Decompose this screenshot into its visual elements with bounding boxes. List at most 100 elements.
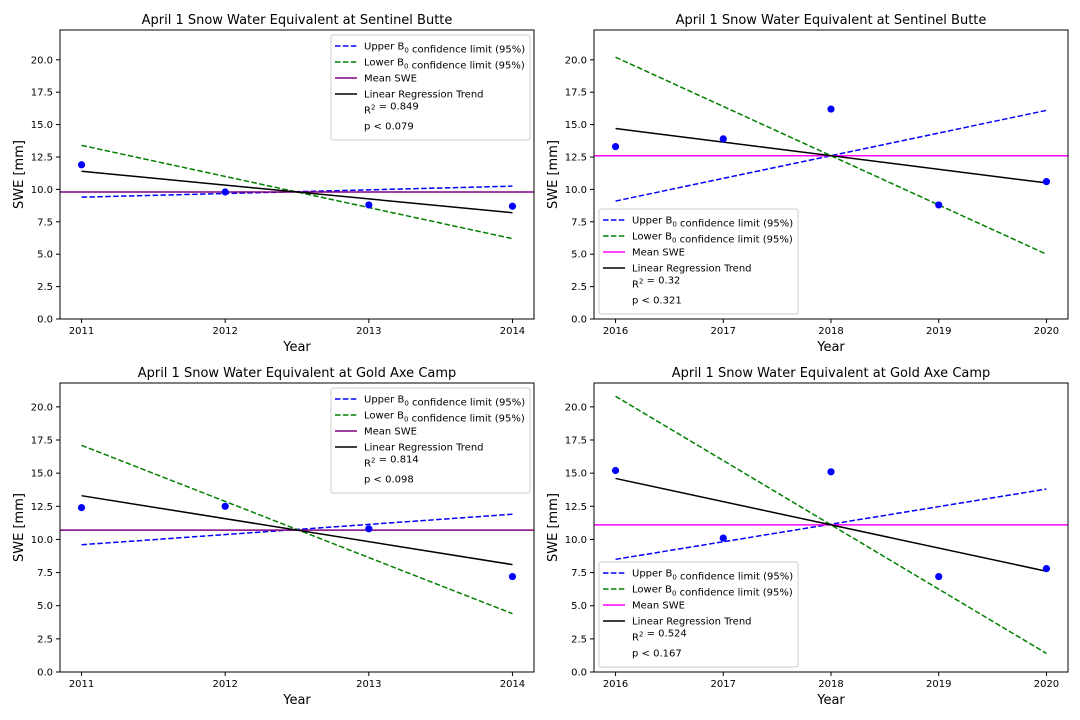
p-value-label: p < 0.167 <box>632 649 682 660</box>
x-tick-label: 2018 <box>818 679 843 690</box>
y-tick-label: 0.0 <box>37 315 53 326</box>
y-tick-label: 7.5 <box>571 217 587 228</box>
legend: Upper B0 confidence limit (95%) Lower B0 … <box>330 34 531 141</box>
data-point <box>719 534 727 542</box>
y-tick-label: 12.5 <box>31 502 53 513</box>
data-point <box>935 572 943 581</box>
subplot-4: April 1 Snow Water Equivalent at Gold Ax… <box>546 366 1069 708</box>
data-point <box>77 161 86 169</box>
x-tick-label: 2020 <box>1034 326 1059 337</box>
series-line-4 <box>81 170 513 214</box>
y-axis-label: SWE [mm] <box>12 140 27 209</box>
y-tick-label: 17.5 <box>565 88 587 99</box>
y-tick-label: 5.0 <box>571 601 587 612</box>
y-tick-label: 20.0 <box>565 55 587 66</box>
y-tick-label: 17.5 <box>565 436 587 447</box>
chart-title: April 1 Snow Water Equivalent at Gold Ax… <box>138 366 457 381</box>
r-squared-label: R2 = 0.814 <box>364 455 419 470</box>
data-point <box>77 504 86 512</box>
x-tick-label: 2013 <box>356 326 381 337</box>
axes-frame <box>59 29 535 320</box>
y-tick-label: 2.5 <box>37 634 53 645</box>
legend-label-3: Mean SWE <box>364 427 417 438</box>
legend-label-3: Mean SWE <box>632 248 685 259</box>
series-line-4 <box>81 494 513 566</box>
data-point <box>221 502 229 510</box>
data-point <box>1042 178 1051 186</box>
y-tick-label: 2.5 <box>571 282 587 293</box>
r-squared-label: R2 = 0.849 <box>364 102 419 117</box>
data-point <box>827 105 835 113</box>
x-tick-label: 2013 <box>356 679 381 690</box>
axes-frame <box>59 382 535 673</box>
legend-label-4: Linear Regression Trend <box>364 443 484 454</box>
chart-title: April 1 Snow Water Equivalent at Sentine… <box>676 13 987 28</box>
x-tick-label: 2014 <box>500 679 525 690</box>
x-tick-label: 2016 <box>603 326 628 337</box>
y-tick-label: 7.5 <box>37 217 53 228</box>
y-tick-label: 15.0 <box>31 469 53 480</box>
data-point <box>827 468 835 476</box>
data-point <box>611 466 620 475</box>
y-tick-label: 7.5 <box>37 568 53 579</box>
y-tick-label: 10.0 <box>31 185 53 196</box>
legend-label-2: Lower B0 confidence limit (95%) <box>364 58 525 72</box>
legend-label-4: Linear Regression Trend <box>632 264 752 275</box>
y-tick-label: 5.0 <box>37 601 53 612</box>
subplot-1: April 1 Snow Water Equivalent at Sentine… <box>12 13 535 355</box>
subplot-2: April 1 Snow Water Equivalent at Sentine… <box>546 13 1069 355</box>
series-line-4 <box>615 477 1047 572</box>
x-tick-label: 2017 <box>711 679 736 690</box>
x-axis-label: Year <box>282 340 311 355</box>
data-point <box>508 202 517 210</box>
legend-label-3: Mean SWE <box>632 601 685 612</box>
x-tick-label: 2019 <box>926 326 951 337</box>
legend-box <box>330 387 531 494</box>
x-tick-label: 2012 <box>212 679 237 690</box>
legend: Upper B0 confidence limit (95%) Lower B0 … <box>598 208 799 315</box>
legend: Upper B0 confidence limit (95%) Lower B0 … <box>598 561 799 668</box>
legend-label-2: Lower B0 confidence limit (95%) <box>632 232 793 246</box>
x-axis-label: Year <box>282 693 311 708</box>
x-tick-label: 2016 <box>603 679 628 690</box>
y-axis-label: SWE [mm] <box>12 493 27 562</box>
data-point <box>611 143 620 151</box>
x-tick-label: 2011 <box>69 326 94 337</box>
x-tick-label: 2011 <box>69 679 94 690</box>
legend-label-1: Upper B0 confidence limit (95%) <box>364 42 525 56</box>
y-tick-label: 0.0 <box>571 315 587 326</box>
p-value-label: p < 0.079 <box>364 122 414 133</box>
y-tick-label: 20.0 <box>31 402 53 413</box>
legend-label-4: Linear Regression Trend <box>364 90 484 101</box>
series-line-2 <box>81 144 513 240</box>
y-tick-label: 15.0 <box>565 469 587 480</box>
x-tick-label: 2017 <box>711 326 736 337</box>
chart-title: April 1 Snow Water Equivalent at Gold Ax… <box>672 366 991 381</box>
series-line-2 <box>615 395 1047 655</box>
chart-title: April 1 Snow Water Equivalent at Sentine… <box>142 13 453 28</box>
plot-area <box>60 444 534 615</box>
p-value-label: p < 0.321 <box>632 296 682 307</box>
legend-label-1: Upper B0 confidence limit (95%) <box>632 216 793 230</box>
y-axis-label: SWE [mm] <box>546 493 561 562</box>
legend-box <box>330 34 531 141</box>
legend: Upper B0 confidence limit (95%) Lower B0 … <box>330 387 531 494</box>
y-tick-label: 12.5 <box>565 502 587 513</box>
data-point <box>365 525 373 533</box>
y-tick-label: 10.0 <box>565 185 587 196</box>
y-tick-label: 10.0 <box>565 535 587 546</box>
y-tick-label: 17.5 <box>31 88 53 99</box>
series-line-4 <box>615 127 1047 184</box>
x-tick-label: 2018 <box>818 326 843 337</box>
x-tick-label: 2019 <box>926 679 951 690</box>
data-point <box>365 201 373 209</box>
x-tick-label: 2012 <box>212 326 237 337</box>
y-tick-label: 2.5 <box>571 634 587 645</box>
p-value-label: p < 0.098 <box>364 475 414 486</box>
legend-box <box>598 208 799 315</box>
legend-box <box>598 561 799 668</box>
y-tick-label: 2.5 <box>37 282 53 293</box>
legend-label-1: Upper B0 confidence limit (95%) <box>632 569 793 583</box>
data-point <box>221 188 229 196</box>
